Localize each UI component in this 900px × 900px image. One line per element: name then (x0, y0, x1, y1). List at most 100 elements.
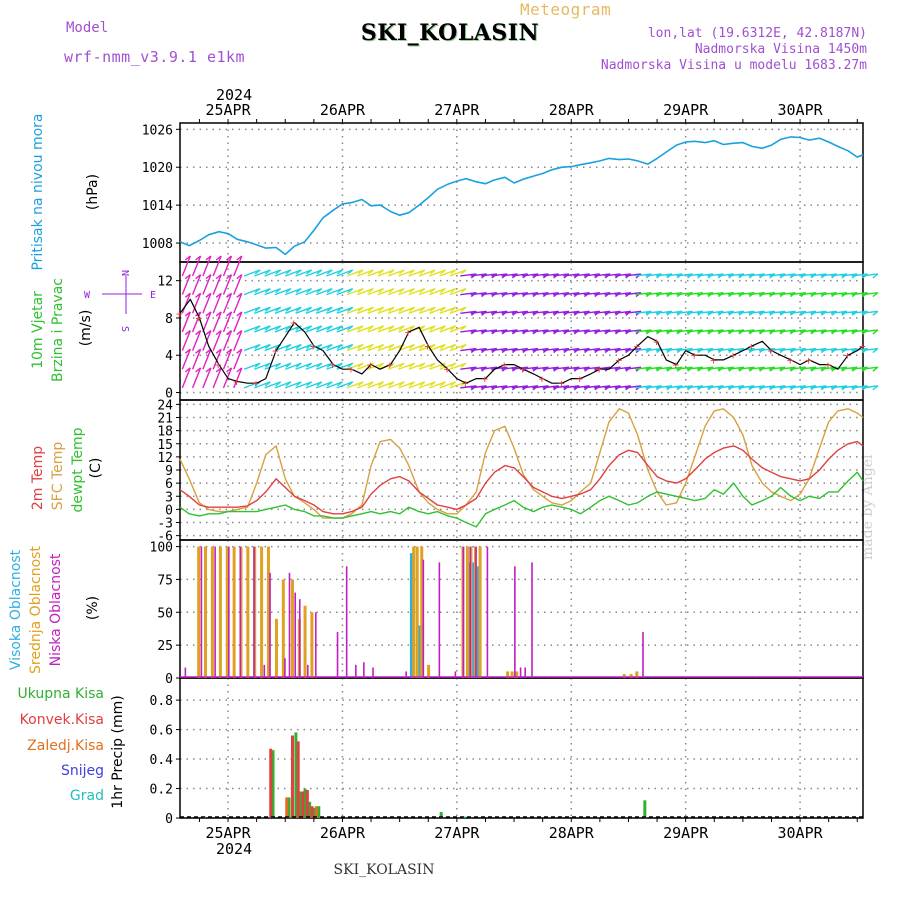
wind-barb (748, 310, 765, 314)
wind-barb (326, 306, 343, 314)
wind-barb-head (205, 255, 212, 261)
y-tick-label: 18 (157, 425, 173, 440)
wind-barb (470, 310, 487, 314)
x-tick-label-top: 25APR (205, 101, 251, 119)
wind-barb (243, 287, 261, 296)
y-tick-label: 50 (157, 606, 173, 621)
wind-barb-head (460, 344, 467, 350)
wind-barb-head (226, 255, 232, 261)
x-tick-label-top: 27APR (434, 101, 480, 119)
wind-barb-head (347, 381, 354, 387)
y-tick-label: 100 (150, 541, 173, 556)
y-tick-label: 0.2 (150, 783, 173, 798)
wind-barb (810, 291, 827, 296)
wind-gust-mark: + (787, 354, 794, 367)
wind-gust-mark: + (176, 307, 183, 320)
wind-barb (326, 325, 343, 333)
wind-barb (460, 291, 477, 296)
wind-barb-head (295, 344, 302, 350)
model-value: wrf-nmm_v3.9.1 e1km (64, 48, 246, 66)
wind-barb (243, 269, 261, 277)
wind-barb-head (316, 269, 323, 275)
wind-barb (769, 310, 786, 314)
wind-barb (666, 366, 683, 370)
wind-barb (398, 306, 415, 314)
wind-barb (676, 310, 693, 314)
wind-barb (604, 329, 621, 333)
wind-barb-head (215, 348, 222, 354)
pressure-panel-frame (179, 122, 864, 263)
station-elevation: Nadmorska Visina 1450m (694, 42, 867, 57)
wind-barb (583, 329, 600, 333)
wind-barb (594, 347, 611, 352)
wind-barb-head (409, 362, 415, 368)
wind-barb (727, 347, 745, 352)
wind-barb (254, 269, 271, 277)
wind-barb-head (275, 306, 282, 312)
wind-barb (222, 348, 233, 370)
wind-barb (449, 362, 467, 370)
cloud-bar (427, 664, 431, 678)
wind-barb (191, 255, 202, 277)
wind-barb (810, 329, 827, 333)
wind-barb (645, 385, 662, 389)
wind-barb (707, 273, 724, 277)
wind-barb (243, 325, 261, 333)
wind-barb (295, 343, 312, 352)
cloud-bar (363, 662, 365, 678)
wind-barb (222, 255, 233, 277)
wind-barb-head (254, 269, 261, 275)
wind-barb (697, 273, 714, 277)
wind-barb (233, 330, 243, 351)
cloud-unit-label: (%) (85, 596, 101, 620)
wind-barb (820, 347, 837, 352)
wind-barb (491, 385, 508, 389)
wind-barb (439, 381, 456, 389)
wind-gust-mark: + (539, 373, 546, 386)
wind-barb-head (872, 329, 879, 335)
wind-barb (666, 291, 683, 296)
year-label-top: 2024 (216, 86, 252, 104)
wind-gust-mark: + (195, 312, 202, 325)
wind-barb (738, 291, 755, 296)
wind-barb-head (357, 288, 364, 294)
wind-barb (377, 343, 395, 352)
wind-barb-head (295, 269, 302, 275)
wind-barb (686, 329, 703, 333)
wind-barb-head (264, 325, 271, 331)
wind-barb-head (316, 362, 323, 368)
wind-barb (449, 287, 467, 296)
wind-barb (666, 329, 683, 333)
precip-bar (312, 807, 316, 818)
wind-barb-head (419, 381, 426, 387)
wind-barb (552, 310, 570, 314)
wind-gust-mark: + (825, 359, 832, 372)
page-title: SKI_KOLASIN (360, 20, 540, 46)
wind-barb (624, 291, 642, 296)
wind-barb-head (226, 311, 232, 317)
wind-barb (480, 291, 497, 296)
wind-barb (377, 269, 395, 277)
wind-barb (367, 269, 384, 277)
wind-barb (666, 310, 683, 314)
wind-barb (449, 325, 467, 333)
wind-barb-head (195, 330, 202, 336)
wind-barb-head (295, 381, 302, 387)
wind-barb-head (295, 325, 302, 331)
wind-barb (460, 347, 477, 352)
wind-barb (841, 385, 858, 389)
wind-barb-head (295, 306, 302, 312)
wind-ylabel-1: 10m Vjetar (30, 291, 46, 369)
wind-barb-head (398, 288, 405, 294)
wind-barb (758, 366, 775, 370)
wind-barb (738, 347, 755, 352)
wind-barb (285, 343, 302, 352)
wind-barb-head (367, 269, 374, 275)
wind-barb (357, 343, 374, 352)
wind-barb-head (236, 311, 243, 317)
wind-barb (727, 291, 745, 296)
wind-barb (532, 291, 549, 296)
cloud-bar (336, 632, 339, 678)
wind-barb-head (215, 330, 222, 336)
wind-barb-head (316, 325, 323, 331)
